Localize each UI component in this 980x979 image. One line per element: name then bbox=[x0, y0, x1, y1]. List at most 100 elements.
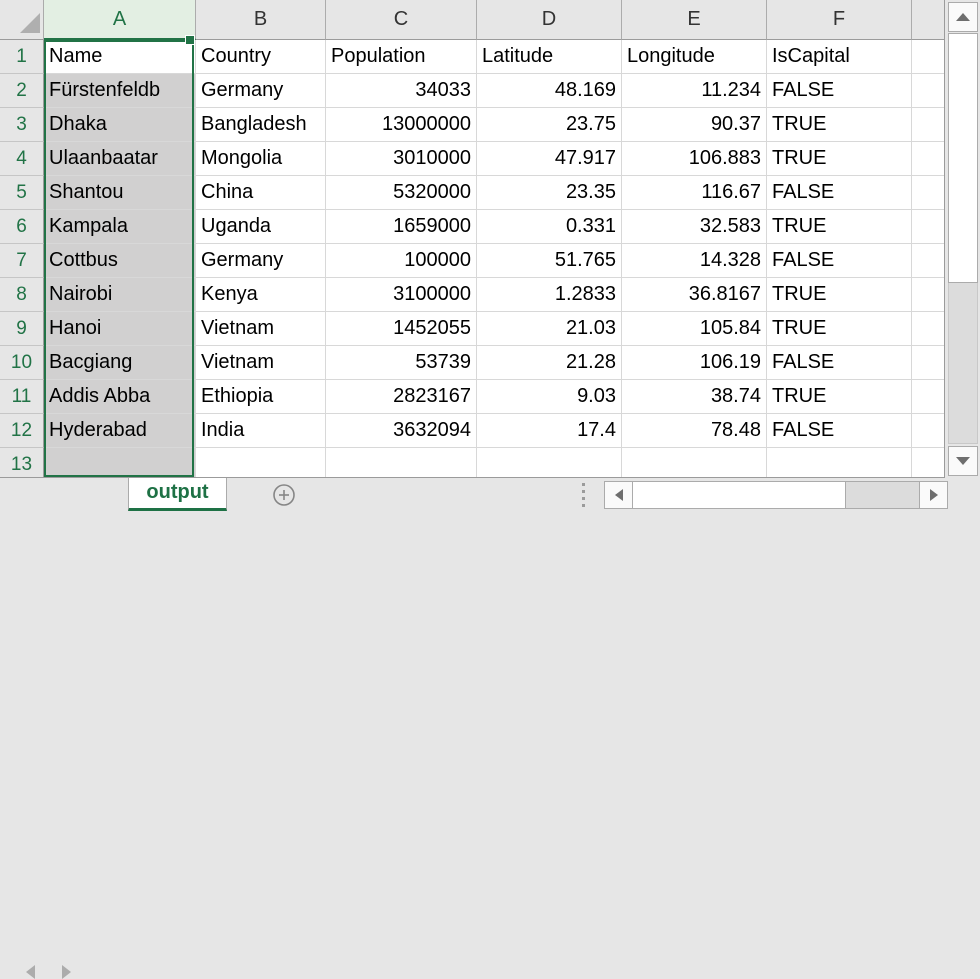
cell-G7[interactable] bbox=[912, 244, 944, 278]
cell-D7[interactable]: 51.765 bbox=[477, 244, 622, 278]
scroll-up-button[interactable] bbox=[948, 2, 978, 32]
cell-E11[interactable]: 38.74 bbox=[622, 380, 767, 414]
cell-G10[interactable] bbox=[912, 346, 944, 380]
row-header-5[interactable]: 5 bbox=[0, 176, 44, 210]
row-header-2[interactable]: 2 bbox=[0, 74, 44, 108]
cell-G4[interactable] bbox=[912, 142, 944, 176]
cell-D13[interactable] bbox=[477, 448, 622, 477]
cell-F2[interactable]: FALSE bbox=[767, 74, 912, 108]
cell-A7[interactable]: Cottbus bbox=[44, 244, 196, 278]
cell-D11[interactable]: 9.03 bbox=[477, 380, 622, 414]
column-header-F[interactable]: F bbox=[767, 0, 912, 40]
cell-G5[interactable] bbox=[912, 176, 944, 210]
row-header-3[interactable]: 3 bbox=[0, 108, 44, 142]
cell-B10[interactable]: Vietnam bbox=[196, 346, 326, 380]
cell-A8[interactable]: Nairobi bbox=[44, 278, 196, 312]
cell-F7[interactable]: FALSE bbox=[767, 244, 912, 278]
cell-G12[interactable] bbox=[912, 414, 944, 448]
row-header-10[interactable]: 10 bbox=[0, 346, 44, 380]
cell-F11[interactable]: TRUE bbox=[767, 380, 912, 414]
vertical-scrollbar[interactable] bbox=[946, 0, 980, 478]
cell-G8[interactable] bbox=[912, 278, 944, 312]
cell-B6[interactable]: Uganda bbox=[196, 210, 326, 244]
cell-E7[interactable]: 14.328 bbox=[622, 244, 767, 278]
cell-E4[interactable]: 106.883 bbox=[622, 142, 767, 176]
cell-E3[interactable]: 90.37 bbox=[622, 108, 767, 142]
row-header-6[interactable]: 6 bbox=[0, 210, 44, 244]
cell-B8[interactable]: Kenya bbox=[196, 278, 326, 312]
horizontal-scrollbar[interactable] bbox=[604, 481, 948, 509]
cell-E5[interactable]: 116.67 bbox=[622, 176, 767, 210]
cell-A11[interactable]: Addis Abba bbox=[44, 380, 196, 414]
scroll-left-button[interactable] bbox=[605, 482, 633, 508]
cell-F4[interactable]: TRUE bbox=[767, 142, 912, 176]
cell-A10[interactable]: Bacgiang bbox=[44, 346, 196, 380]
cell-D12[interactable]: 17.4 bbox=[477, 414, 622, 448]
cell-G13[interactable] bbox=[912, 448, 944, 477]
cell-B12[interactable]: India bbox=[196, 414, 326, 448]
column-header-partial[interactable] bbox=[912, 0, 944, 40]
cell-C5[interactable]: 5320000 bbox=[326, 176, 477, 210]
cell-C2[interactable]: 34033 bbox=[326, 74, 477, 108]
cell-B3[interactable]: Bangladesh bbox=[196, 108, 326, 142]
cell-E10[interactable]: 106.19 bbox=[622, 346, 767, 380]
cell-C8[interactable]: 3100000 bbox=[326, 278, 477, 312]
cell-A5[interactable]: Shantou bbox=[44, 176, 196, 210]
cell-G6[interactable] bbox=[912, 210, 944, 244]
cell-D1[interactable]: Latitude bbox=[477, 40, 622, 74]
cell-C4[interactable]: 3010000 bbox=[326, 142, 477, 176]
cell-A13[interactable] bbox=[44, 448, 196, 477]
cell-F8[interactable]: TRUE bbox=[767, 278, 912, 312]
row-header-12[interactable]: 12 bbox=[0, 414, 44, 448]
cell-F10[interactable]: FALSE bbox=[767, 346, 912, 380]
cell-G1[interactable] bbox=[912, 40, 944, 74]
cell-G9[interactable] bbox=[912, 312, 944, 346]
row-header-11[interactable]: 11 bbox=[0, 380, 44, 414]
cell-G11[interactable] bbox=[912, 380, 944, 414]
select-all-button[interactable] bbox=[0, 0, 44, 40]
cell-F1[interactable]: IsCapital bbox=[767, 40, 912, 74]
cell-E6[interactable]: 32.583 bbox=[622, 210, 767, 244]
cell-A2[interactable]: Fürstenfeldb bbox=[44, 74, 196, 108]
scroll-right-button[interactable] bbox=[919, 482, 947, 508]
cell-A12[interactable]: Hyderabad bbox=[44, 414, 196, 448]
cell-D4[interactable]: 47.917 bbox=[477, 142, 622, 176]
cell-E1[interactable]: Longitude bbox=[622, 40, 767, 74]
cell-C9[interactable]: 1452055 bbox=[326, 312, 477, 346]
cell-E12[interactable]: 78.48 bbox=[622, 414, 767, 448]
cell-D8[interactable]: 1.2833 bbox=[477, 278, 622, 312]
cell-E9[interactable]: 105.84 bbox=[622, 312, 767, 346]
cell-F6[interactable]: TRUE bbox=[767, 210, 912, 244]
cell-C7[interactable]: 100000 bbox=[326, 244, 477, 278]
cell-E8[interactable]: 36.8167 bbox=[622, 278, 767, 312]
cell-A9[interactable]: Hanoi bbox=[44, 312, 196, 346]
cell-F9[interactable]: TRUE bbox=[767, 312, 912, 346]
column-header-C[interactable]: C bbox=[326, 0, 477, 40]
cell-B5[interactable]: China bbox=[196, 176, 326, 210]
cell-D2[interactable]: 48.169 bbox=[477, 74, 622, 108]
chevron-left-icon[interactable] bbox=[26, 965, 35, 979]
cell-C10[interactable]: 53739 bbox=[326, 346, 477, 380]
row-header-8[interactable]: 8 bbox=[0, 278, 44, 312]
cell-D3[interactable]: 23.75 bbox=[477, 108, 622, 142]
row-header-4[interactable]: 4 bbox=[0, 142, 44, 176]
column-header-A[interactable]: A bbox=[44, 0, 196, 40]
fill-handle[interactable] bbox=[185, 35, 195, 45]
cell-C11[interactable]: 2823167 bbox=[326, 380, 477, 414]
cell-C13[interactable] bbox=[326, 448, 477, 477]
cell-F13[interactable] bbox=[767, 448, 912, 477]
cell-D6[interactable]: 0.331 bbox=[477, 210, 622, 244]
cell-B13[interactable] bbox=[196, 448, 326, 477]
cell-A3[interactable]: Dhaka bbox=[44, 108, 196, 142]
row-header-13[interactable]: 13 bbox=[0, 448, 44, 477]
cell-C1[interactable]: Population bbox=[326, 40, 477, 74]
cell-B11[interactable]: Ethiopia bbox=[196, 380, 326, 414]
column-header-B[interactable]: B bbox=[196, 0, 326, 40]
cell-A1[interactable]: Name bbox=[44, 40, 196, 74]
cell-D10[interactable]: 21.28 bbox=[477, 346, 622, 380]
cell-A6[interactable]: Kampala bbox=[44, 210, 196, 244]
column-header-D[interactable]: D bbox=[477, 0, 622, 40]
cell-F5[interactable]: FALSE bbox=[767, 176, 912, 210]
chevron-right-icon[interactable] bbox=[62, 965, 71, 979]
cell-D9[interactable]: 21.03 bbox=[477, 312, 622, 346]
